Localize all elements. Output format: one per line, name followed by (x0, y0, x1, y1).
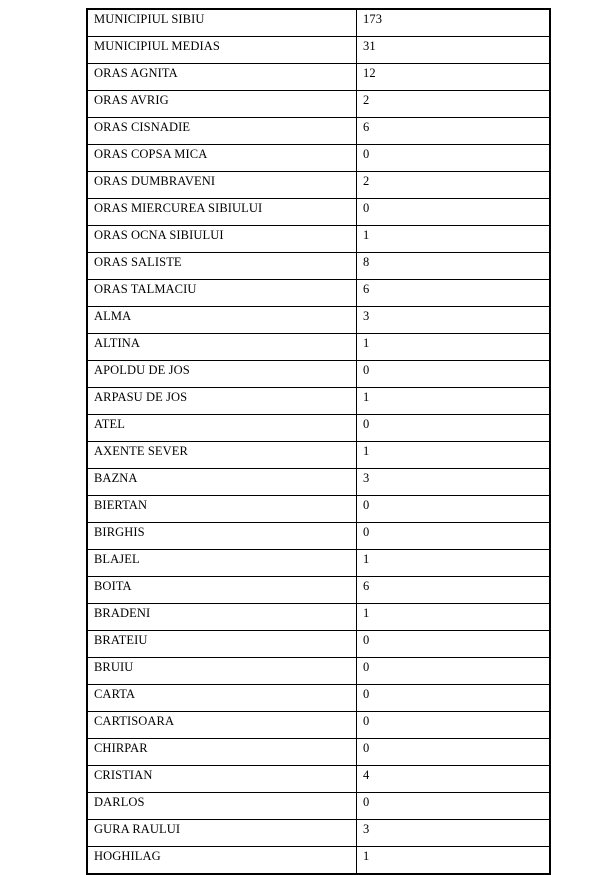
locality-name-cell: ORAS TALMACIU (86, 279, 357, 307)
count-cell: 1 (356, 225, 551, 253)
count-cell: 12 (356, 63, 551, 91)
locality-name-cell: DARLOS (86, 792, 357, 820)
count-cell: 0 (356, 711, 551, 739)
table-row: ARPASU DE JOS 1 (86, 387, 551, 415)
count-cell: 0 (356, 198, 551, 226)
table-row: BIERTAN 0 (86, 495, 551, 523)
table-row: BRADENI 1 (86, 603, 551, 631)
table-row: BAZNA 3 (86, 468, 551, 496)
count-cell: 6 (356, 117, 551, 145)
locality-name-cell: ALTINA (86, 333, 357, 361)
locality-name-cell: ATEL (86, 414, 357, 442)
locality-name-cell: ORAS AVRIG (86, 90, 357, 118)
table-row: BRATEIU 0 (86, 630, 551, 658)
count-cell: 6 (356, 576, 551, 604)
locality-name-cell: ALMA (86, 306, 357, 334)
locality-name-cell: BIERTAN (86, 495, 357, 523)
table-row: MUNICIPIUL MEDIAS 31 (86, 36, 551, 64)
locality-name-cell: HOGHILAG (86, 846, 357, 875)
locality-name-cell: MUNICIPIUL SIBIU (86, 8, 357, 37)
table-row: CARTISOARA 0 (86, 711, 551, 739)
count-cell: 3 (356, 819, 551, 847)
table-row: MUNICIPIUL SIBIU 173 (86, 8, 551, 37)
table-row: CHIRPAR 0 (86, 738, 551, 766)
table-row: BRUIU 0 (86, 657, 551, 685)
count-cell: 0 (356, 522, 551, 550)
locality-name-cell: ORAS AGNITA (86, 63, 357, 91)
count-cell: 8 (356, 252, 551, 280)
locality-name-cell: ORAS MIERCUREA SIBIULUI (86, 198, 357, 226)
table-row: BIRGHIS 0 (86, 522, 551, 550)
table-row: CARTA 0 (86, 684, 551, 712)
locality-name-cell: CARTA (86, 684, 357, 712)
table-row: ORAS AGNITA 12 (86, 63, 551, 91)
table-row: ORAS MIERCUREA SIBIULUI 0 (86, 198, 551, 226)
count-cell: 0 (356, 738, 551, 766)
document-page: MUNICIPIUL SIBIU 173 MUNICIPIUL MEDIAS 31 OR… (86, 8, 551, 875)
table-row: ALTINA 1 (86, 333, 551, 361)
table-row: AXENTE SEVER 1 (86, 441, 551, 469)
count-cell: 1 (356, 333, 551, 361)
table-row: BOITA 6 (86, 576, 551, 604)
table-row: ORAS DUMBRAVENI 2 (86, 171, 551, 199)
count-cell: 3 (356, 468, 551, 496)
locality-count-table: MUNICIPIUL SIBIU 173 MUNICIPIUL MEDIAS 31 OR… (86, 8, 551, 875)
count-cell: 0 (356, 414, 551, 442)
locality-name-cell: BOITA (86, 576, 357, 604)
locality-name-cell: ORAS CISNADIE (86, 117, 357, 145)
count-cell: 1 (356, 846, 551, 875)
locality-name-cell: ORAS SALISTE (86, 252, 357, 280)
count-cell: 6 (356, 279, 551, 307)
table-row: ORAS AVRIG 2 (86, 90, 551, 118)
table-row: ALMA 3 (86, 306, 551, 334)
locality-name-cell: BIRGHIS (86, 522, 357, 550)
locality-name-cell: CRISTIAN (86, 765, 357, 793)
count-cell: 0 (356, 684, 551, 712)
locality-name-cell: ORAS DUMBRAVENI (86, 171, 357, 199)
locality-name-cell: ARPASU DE JOS (86, 387, 357, 415)
table-body: MUNICIPIUL SIBIU 173 MUNICIPIUL MEDIAS 31 OR… (86, 8, 551, 875)
count-cell: 0 (356, 144, 551, 172)
locality-name-cell: BLAJEL (86, 549, 357, 577)
count-cell: 0 (356, 495, 551, 523)
table-row: ORAS SALISTE 8 (86, 252, 551, 280)
locality-name-cell: CARTISOARA (86, 711, 357, 739)
table-row: ORAS OCNA SIBIULUI 1 (86, 225, 551, 253)
count-cell: 2 (356, 90, 551, 118)
table-row: ATEL 0 (86, 414, 551, 442)
table-row: ORAS TALMACIU 6 (86, 279, 551, 307)
count-cell: 173 (356, 8, 551, 37)
table-row: APOLDU DE JOS 0 (86, 360, 551, 388)
count-cell: 0 (356, 360, 551, 388)
table-row: GURA RAULUI 3 (86, 819, 551, 847)
count-cell: 31 (356, 36, 551, 64)
locality-name-cell: BRADENI (86, 603, 357, 631)
locality-name-cell: BRUIU (86, 657, 357, 685)
locality-name-cell: BAZNA (86, 468, 357, 496)
locality-name-cell: GURA RAULUI (86, 819, 357, 847)
table-row: HOGHILAG 1 (86, 846, 551, 875)
locality-name-cell: AXENTE SEVER (86, 441, 357, 469)
locality-name-cell: ORAS COPSA MICA (86, 144, 357, 172)
locality-name-cell: ORAS OCNA SIBIULUI (86, 225, 357, 253)
table-row: BLAJEL 1 (86, 549, 551, 577)
count-cell: 1 (356, 603, 551, 631)
locality-name-cell: CHIRPAR (86, 738, 357, 766)
locality-name-cell: APOLDU DE JOS (86, 360, 357, 388)
table-row: ORAS CISNADIE 6 (86, 117, 551, 145)
count-cell: 0 (356, 630, 551, 658)
count-cell: 0 (356, 657, 551, 685)
count-cell: 0 (356, 792, 551, 820)
locality-name-cell: BRATEIU (86, 630, 357, 658)
table-row: CRISTIAN 4 (86, 765, 551, 793)
table-row: DARLOS 0 (86, 792, 551, 820)
count-cell: 1 (356, 387, 551, 415)
count-cell: 4 (356, 765, 551, 793)
count-cell: 1 (356, 549, 551, 577)
count-cell: 2 (356, 171, 551, 199)
locality-name-cell: MUNICIPIUL MEDIAS (86, 36, 357, 64)
table-row: ORAS COPSA MICA 0 (86, 144, 551, 172)
count-cell: 3 (356, 306, 551, 334)
count-cell: 1 (356, 441, 551, 469)
